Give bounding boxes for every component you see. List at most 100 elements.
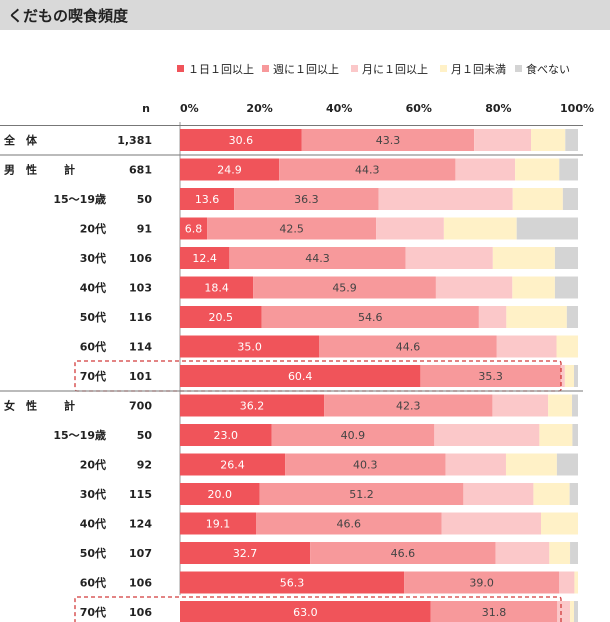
bar-segment [554,247,578,269]
row-label: 70代 [80,369,106,383]
row-n-value: 114 [129,341,152,354]
bar-segment [180,571,405,594]
bar-segment [570,542,578,564]
legend-label: 月１回未満 [451,63,506,76]
legend-swatch [515,65,522,72]
data-label: 43.3 [376,134,401,147]
bar-segment [570,601,575,622]
bar-segment [310,542,496,564]
row-label: 20代 [80,222,106,236]
bar-segment [478,306,507,328]
data-label: 19.1 [206,518,231,531]
legend-swatch [262,65,269,72]
data-label: 36.2 [240,400,265,413]
bar-segment [559,158,578,181]
bar-segment [180,217,208,240]
bar-segment [559,571,575,594]
bar-segment [556,335,578,358]
bar-segment [557,601,571,622]
bar-segment [441,512,541,535]
bar-segment [378,188,513,210]
bar-segment [261,306,479,328]
data-label: 44.3 [305,252,330,265]
bar-segment [279,158,456,181]
legend-label: 食べない [526,62,570,76]
row-label: 計 [64,163,75,177]
data-label: 39.0 [469,577,494,590]
data-label: 46.6 [337,518,362,531]
row-n-value: 116 [129,311,152,324]
bar-segment [512,276,555,299]
row-label: 60代 [80,340,106,354]
bar-segment [376,217,444,240]
bar-segment [505,453,557,476]
n-column-header: n [142,102,150,115]
bar-segment [474,129,532,151]
bar-segment [207,217,377,240]
row-n-value: 700 [129,400,152,413]
row-n-value: 106 [129,577,152,590]
row-label: 20代 [80,458,106,472]
bar-segment [533,483,570,505]
row-label: 50代 [80,310,106,324]
data-label: 44.3 [355,164,380,177]
legend-swatch [177,65,184,72]
bar-segment [180,394,325,417]
bar-segment [574,571,578,594]
bar-segment [319,335,497,358]
bar-segment [540,512,578,535]
row-n-value: 106 [129,606,152,619]
row-n-value: 50 [137,193,153,206]
row-n-value: 681 [129,164,152,177]
bar-segment [180,188,235,210]
bar-segment [180,276,254,299]
bar-segment [566,306,578,328]
bar-segment [506,306,567,328]
row-label: 40代 [80,517,106,531]
data-label: 13.6 [195,193,220,206]
bar-segment [539,424,573,446]
bar-segment [180,483,260,505]
row-label: 50代 [80,546,106,560]
bar-segment [445,453,506,476]
bar-segment [455,158,516,181]
bar-segment [496,335,557,358]
data-label: 20.5 [209,311,234,324]
data-label: 23.0 [214,429,239,442]
data-label: 45.9 [332,282,357,295]
row-n-value: 124 [129,518,152,531]
row-n-value: 50 [137,429,153,442]
bar-segment [420,365,561,387]
row-label: 40代 [80,281,106,295]
row-n-value: 115 [129,488,152,501]
data-label: 35.0 [237,341,262,354]
row-label: 30代 [80,487,106,501]
data-label: 32.7 [233,547,258,560]
bar-segment [574,601,578,622]
data-label: 40.3 [353,459,378,472]
data-label: 42.5 [279,223,304,236]
chart-header: くだもの喫食頻度 [0,0,610,30]
bar-segment [562,188,578,210]
legend-label: １日１回以上 [188,63,254,76]
bar-segment [180,424,272,446]
legend-swatch [440,65,447,72]
data-label: 35.3 [478,370,503,383]
data-label: 30.6 [229,134,254,147]
bar-segment [492,394,549,417]
row-group-label: 全 体 [3,133,38,147]
bar-segment [180,453,286,476]
bar-segment [548,394,573,417]
bar-segment [324,394,493,417]
x-tick-label: 60% [406,102,432,115]
data-label: 44.6 [396,341,421,354]
x-tick-label: 80% [485,102,511,115]
row-n-value: 1,381 [117,134,152,147]
row-n-value: 101 [129,370,152,383]
bar-segment [572,424,578,446]
x-tick-label: 20% [246,102,272,115]
bar-segment [180,601,431,622]
data-label: 63.0 [293,606,318,619]
row-label: 15～19歳 [53,192,106,206]
